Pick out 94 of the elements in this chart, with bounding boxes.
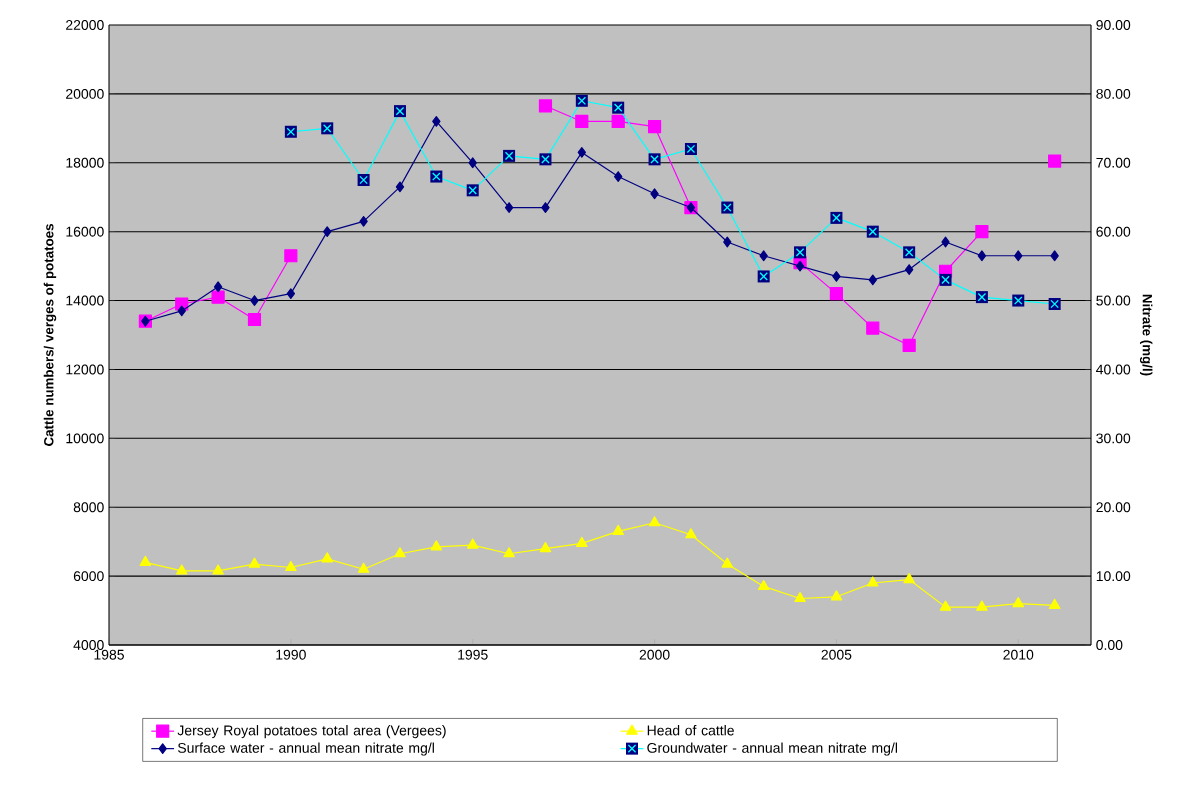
y-tick-label: 16000 — [66, 226, 104, 237]
y-tick-label: 8000 — [73, 502, 104, 513]
y2-tick-label: 20.00 — [1096, 502, 1131, 513]
y2-tick-label: 0.00 — [1096, 640, 1123, 650]
point — [975, 225, 989, 239]
y-tick-label: 6000 — [73, 571, 104, 582]
point — [613, 171, 623, 182]
point — [541, 202, 550, 213]
y2-tick-label: 70.00 — [1096, 157, 1131, 168]
point — [323, 226, 332, 238]
y-axis-title: Cattle numbers/ verges of potatoes — [43, 224, 57, 446]
point — [830, 590, 843, 601]
point — [394, 547, 406, 558]
point — [723, 236, 732, 248]
point — [1050, 250, 1059, 262]
point — [1012, 597, 1025, 608]
y-tick-label: 4000 — [73, 640, 104, 650]
y-tick-label: 20000 — [66, 88, 104, 99]
point — [611, 114, 625, 129]
point — [247, 312, 262, 327]
x-tick-label: 1995 — [458, 649, 488, 660]
point — [175, 564, 188, 575]
point — [721, 557, 734, 568]
point — [212, 564, 224, 575]
y-tick-label: 10000 — [66, 433, 104, 444]
x-tick-label: 1990 — [276, 649, 306, 660]
legend-label: Head of cattle — [647, 725, 734, 736]
point — [250, 295, 259, 306]
point — [213, 281, 223, 293]
point — [759, 250, 768, 262]
point — [612, 524, 624, 535]
point — [939, 600, 952, 611]
point — [647, 120, 662, 134]
point — [576, 536, 588, 547]
point — [868, 274, 877, 286]
point — [832, 271, 841, 282]
point — [432, 116, 441, 127]
x-tick-label: 2010 — [1003, 649, 1034, 660]
y2-axis-title: Nitrate (mg/l) — [1139, 294, 1153, 376]
y2-tick-label: 40.00 — [1096, 364, 1131, 375]
legend-label: Groundwater - annual mean nitrate mg/l — [647, 742, 897, 756]
point — [795, 260, 805, 272]
point — [357, 562, 370, 573]
y2-tick-label: 10.00 — [1096, 571, 1131, 582]
point — [321, 552, 334, 563]
point — [395, 181, 405, 193]
point — [139, 555, 152, 566]
point — [284, 249, 298, 263]
point — [904, 264, 914, 275]
point — [430, 540, 443, 551]
point — [1014, 250, 1023, 262]
point — [177, 305, 186, 317]
legend-label: Surface water - annual mean nitrate mg/l — [177, 742, 434, 756]
point — [577, 147, 587, 158]
y2-tick-label: 90.00 — [1096, 20, 1131, 30]
point — [685, 528, 697, 539]
point — [285, 560, 297, 572]
point — [757, 579, 770, 591]
point — [503, 547, 515, 558]
y-tick-label: 22000 — [66, 20, 104, 30]
y2-tick-label: 80.00 — [1096, 88, 1131, 99]
x-tick-label: 1985 — [94, 649, 124, 660]
point — [575, 114, 589, 129]
point — [650, 188, 659, 200]
point — [211, 290, 225, 304]
point — [1048, 598, 1061, 609]
point — [538, 99, 553, 113]
legend-label: Jersey Royal potatoes total area (Vergees) — [177, 725, 446, 739]
point — [903, 572, 915, 584]
point — [829, 287, 844, 301]
x-tick-label: 2005 — [821, 649, 852, 660]
point — [977, 250, 987, 262]
point — [248, 557, 261, 568]
y-tick-label: 18000 — [66, 157, 104, 168]
point — [359, 215, 368, 227]
point — [794, 591, 806, 603]
y2-tick-label: 30.00 — [1096, 433, 1131, 444]
point — [468, 157, 477, 169]
point — [539, 541, 552, 553]
point — [976, 600, 988, 611]
point — [941, 236, 950, 248]
point — [504, 202, 514, 213]
x-tick-label: 2000 — [639, 649, 670, 660]
y2-tick-label: 60.00 — [1096, 226, 1131, 237]
point — [286, 288, 296, 300]
point — [902, 338, 916, 352]
point — [866, 576, 879, 587]
y-tick-label: 14000 — [66, 295, 104, 306]
point — [466, 538, 479, 549]
y-tick-label: 12000 — [66, 364, 104, 375]
point — [648, 516, 661, 527]
point — [866, 321, 880, 335]
y2-tick-label: 50.00 — [1096, 295, 1131, 306]
point — [1048, 154, 1062, 168]
